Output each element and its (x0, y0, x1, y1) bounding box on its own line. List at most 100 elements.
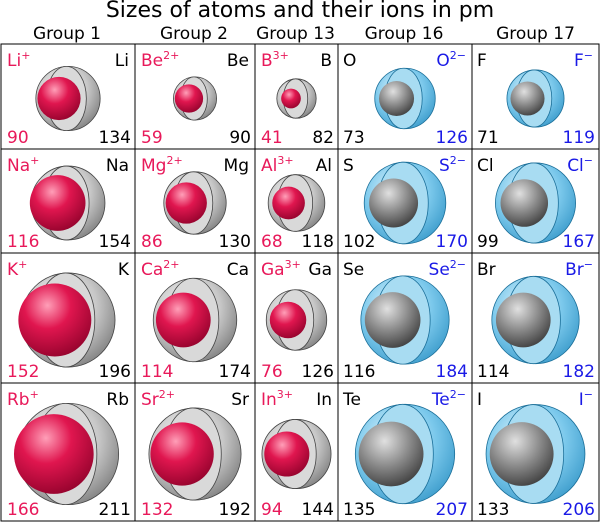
ion-charge: − (584, 258, 593, 271)
ion-radius: 207 (436, 500, 468, 520)
cation-sphere (281, 88, 301, 109)
ion-charge: + (30, 388, 39, 401)
atom-symbol: Sr (231, 390, 249, 410)
ion-radius: 68 (261, 232, 283, 252)
atom-radius: 133 (477, 500, 509, 520)
atom-radius: 130 (219, 232, 251, 252)
ion-radius: 94 (261, 500, 283, 520)
atom-radius: 102 (343, 232, 375, 252)
atom-symbol: Se (343, 260, 364, 280)
group-header-16: Group 16 (364, 24, 444, 44)
ion-radius: 116 (7, 232, 39, 252)
atom-radius: 196 (99, 362, 131, 382)
cation-sphere (264, 431, 310, 477)
group-header-2: Group 2 (160, 24, 228, 44)
ion-radius: 90 (7, 128, 29, 148)
ion-charge: + (18, 258, 27, 271)
cation-sphere (269, 301, 307, 339)
cation-sphere (18, 283, 92, 357)
cation-sphere (174, 84, 204, 113)
ion-charge: 2− (450, 388, 466, 401)
atom-radius: 135 (343, 500, 375, 520)
cation-sphere (272, 186, 305, 220)
ion-charge: 3+ (277, 154, 293, 167)
atom-radius: 144 (302, 500, 334, 520)
atom-symbol: I (477, 390, 482, 410)
atom-radius: 114 (477, 362, 509, 382)
ion-charge: 3+ (285, 258, 301, 271)
ion-charge: − (584, 154, 593, 167)
atom-symbol: Al (316, 156, 332, 176)
cation-sphere (13, 414, 94, 494)
ion-radius: 132 (141, 500, 173, 520)
cell-s: S S2−102 170 (337, 148, 473, 254)
atom-sphere (364, 292, 421, 348)
atom-sphere (358, 421, 424, 487)
atom-symbol: Li (115, 51, 129, 71)
atom-symbol: In (316, 390, 332, 410)
atom-symbol: Na (106, 156, 129, 176)
page-title: Sizes of atoms and their ions in pm (105, 0, 495, 23)
cation-sphere (165, 182, 207, 224)
cell-cl: Cl Cl−99 167 (471, 148, 600, 254)
atom-radius: 118 (302, 232, 334, 252)
ion-radius: 114 (141, 362, 173, 382)
cation-sphere (150, 422, 214, 486)
atom-radius: 211 (99, 500, 131, 520)
ion-charge: 2− (450, 49, 466, 62)
ion-charge: 2+ (159, 388, 175, 401)
cation-sphere (37, 76, 81, 121)
atom-radius: 90 (229, 128, 251, 148)
atom-symbol: O (343, 51, 356, 71)
ion-charge: 3+ (277, 388, 293, 401)
cell-o: O O2−73 126 (337, 43, 473, 150)
ion-radius: 126 (436, 128, 468, 148)
atom-symbol: Br (477, 260, 496, 280)
atom-radius: 71 (477, 128, 499, 148)
atom-symbol: Ga (308, 260, 332, 280)
ion-radius: 86 (141, 232, 163, 252)
atom-sphere (500, 179, 549, 227)
cell-te: Te Te2−135 207 (337, 382, 473, 522)
atom-symbol: Be (227, 51, 249, 71)
atom-radius: 99 (477, 232, 499, 252)
cell-br: Br Br−114 182 (471, 252, 600, 384)
ion-charge: 3+ (273, 49, 289, 62)
cell-f: F F−71 119 (471, 43, 600, 150)
cell-i: I I−133 206 (471, 382, 600, 522)
atom-radius: 82 (312, 128, 334, 148)
ion-charge: 2− (450, 154, 466, 167)
ion-radius: 76 (261, 362, 283, 382)
ion-radius: 41 (261, 128, 283, 148)
ion-radius: 170 (436, 232, 468, 252)
ion-radius: 152 (7, 362, 39, 382)
group-header-17: Group 17 (496, 24, 575, 44)
ion-radius: 206 (563, 500, 595, 520)
ion-charge: + (21, 49, 30, 62)
atom-radius: 154 (99, 232, 131, 252)
atom-sphere (495, 292, 551, 348)
atom-symbol: Rb (106, 390, 129, 410)
ion-radius: 166 (7, 500, 39, 520)
ion-charge: 2+ (163, 49, 179, 62)
atom-symbol: Ca (227, 260, 249, 280)
atom-radius: 116 (343, 362, 375, 382)
ion-charge: 2− (450, 258, 466, 271)
cation-sphere (155, 292, 211, 348)
group-header-1: Group 1 (33, 24, 101, 44)
atom-symbol: B (320, 51, 332, 71)
atom-sphere (379, 80, 415, 117)
ion-charge: − (584, 49, 593, 62)
atom-radius: 134 (99, 128, 131, 148)
group-header-13: Group 13 (256, 24, 335, 44)
cell-b: B3+ B41 82 (254, 43, 339, 150)
